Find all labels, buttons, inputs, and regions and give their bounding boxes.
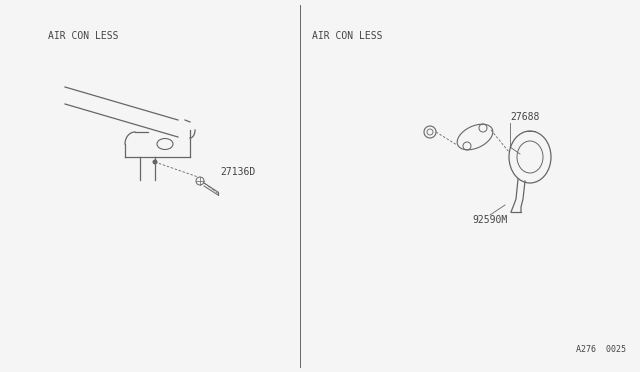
Text: 92590M: 92590M [472, 215, 508, 225]
Text: 27688: 27688 [510, 112, 540, 122]
Text: 27136D: 27136D [220, 167, 255, 177]
Text: AIR CON LESS: AIR CON LESS [312, 31, 382, 41]
Text: AIR CON LESS: AIR CON LESS [48, 31, 118, 41]
Text: A276  0025: A276 0025 [576, 346, 626, 355]
Circle shape [153, 160, 157, 164]
